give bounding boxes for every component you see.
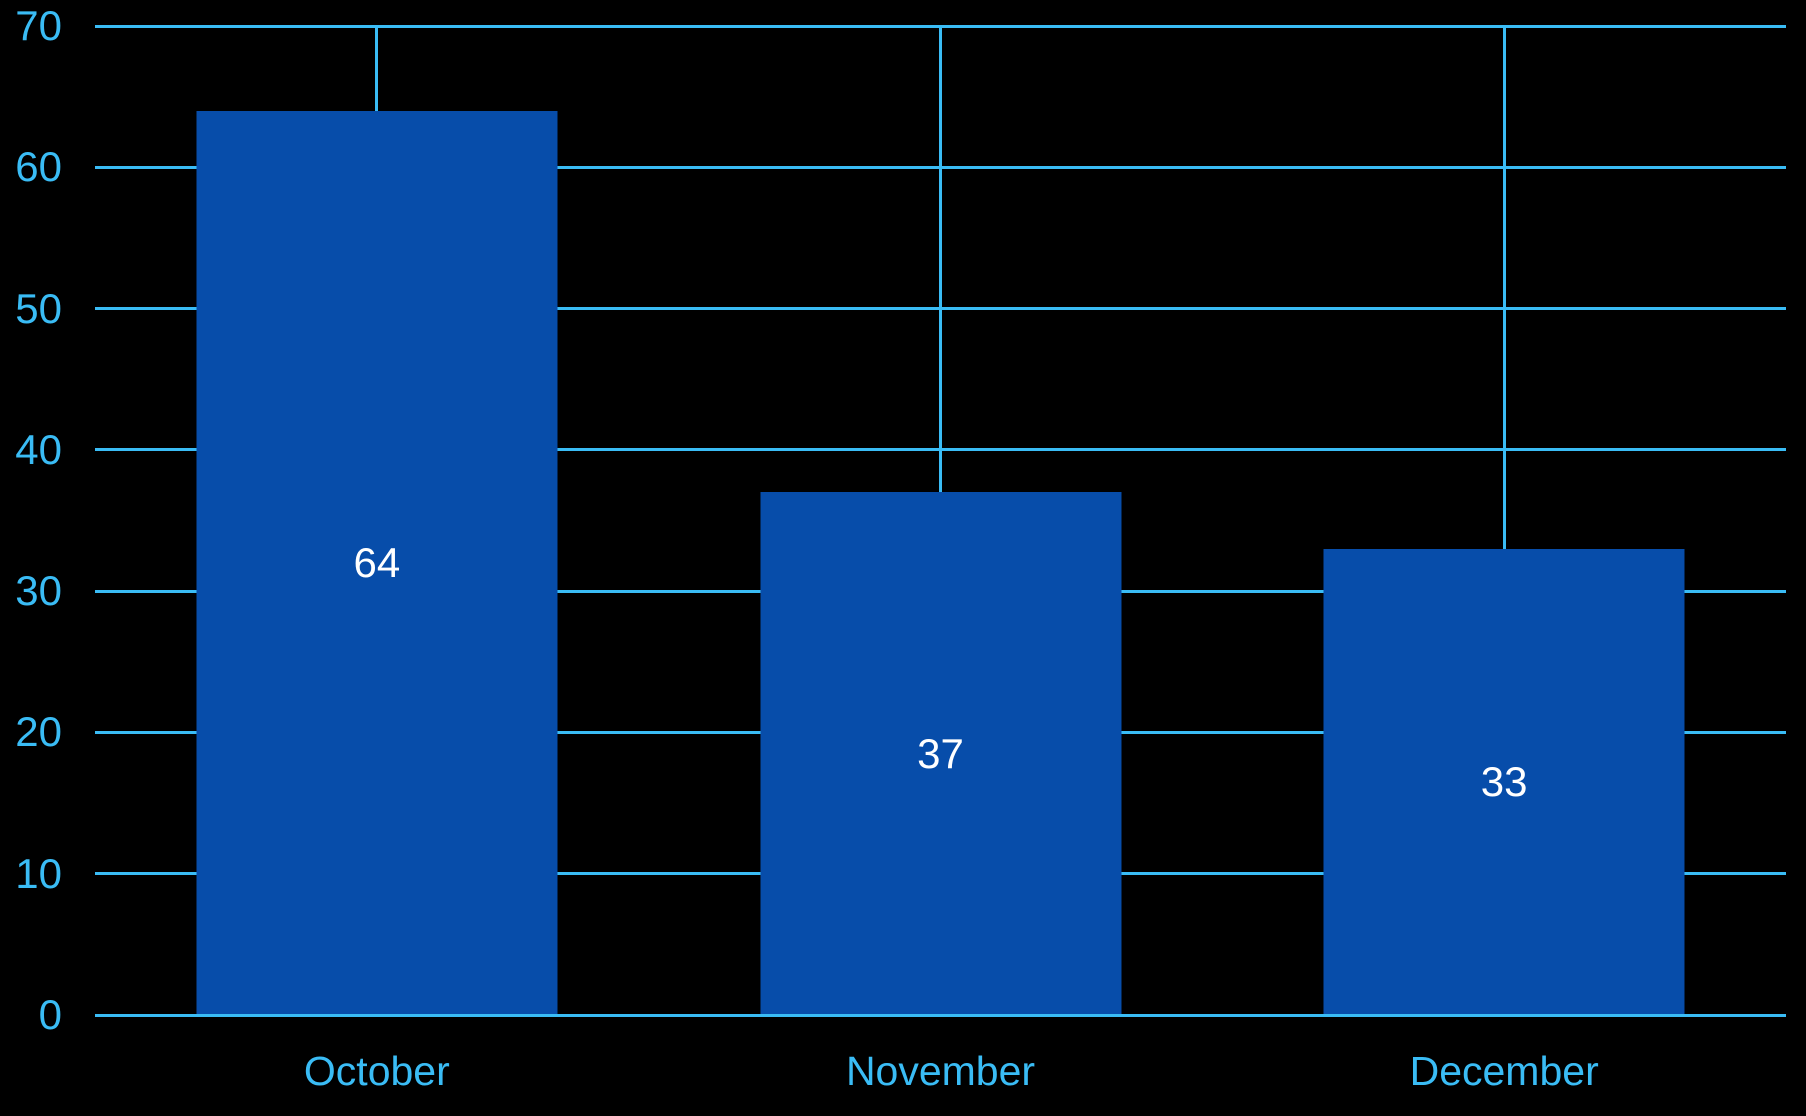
y-tick: 50 <box>15 284 62 332</box>
bar-value-label: 37 <box>917 729 964 777</box>
y-tick: 30 <box>15 567 62 615</box>
bar-value-label: 33 <box>1480 757 1528 805</box>
plot-area: 64 37 33 <box>95 24 1786 1017</box>
y-tick: 20 <box>15 708 62 756</box>
bar: 33 <box>1323 548 1685 1015</box>
x-tick-label: November <box>845 1048 1036 1094</box>
y-tick: 10 <box>15 849 62 897</box>
bar: 64 <box>196 110 558 1015</box>
x-axis-line <box>95 1013 1786 1017</box>
x-tick-label: December <box>1409 1048 1599 1094</box>
y-tick: 60 <box>15 143 62 191</box>
x-tick-label: October <box>303 1048 450 1094</box>
x-axis: October November December <box>95 1048 1786 1096</box>
y-axis: 0 10 20 30 40 50 60 70 <box>0 3 62 1038</box>
y-tick: 70 <box>15 2 62 49</box>
bar-value-label: 64 <box>353 538 401 586</box>
category-gridline <box>1502 26 1506 1015</box>
y-tick: 0 <box>38 991 62 1038</box>
bar: 37 <box>759 492 1122 1015</box>
y-tick: 40 <box>15 425 62 473</box>
